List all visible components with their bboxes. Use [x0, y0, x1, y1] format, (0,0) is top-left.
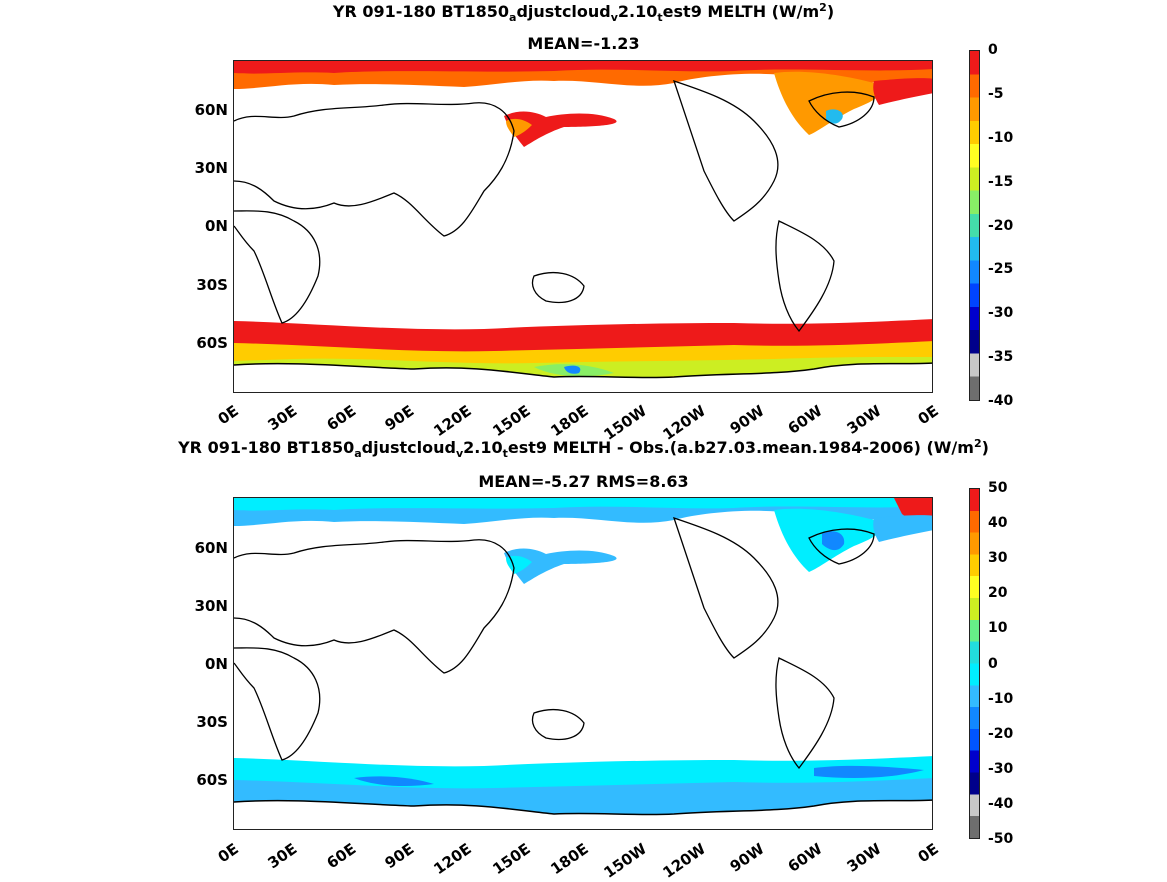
coastlines	[234, 516, 875, 770]
bottom-lat-label-30s: 30S	[196, 713, 228, 731]
colorbar-tick-label: 50	[988, 480, 1008, 496]
top-map	[234, 61, 932, 392]
weddell-sector-strong-bias	[814, 765, 924, 778]
bottom-lat-label-60s: 60S	[196, 771, 228, 789]
colorbar-tick-label: -10	[988, 690, 1014, 707]
north-america-coastline	[672, 516, 779, 659]
lon-label: 120W	[659, 839, 709, 882]
lon-label: 150E	[489, 401, 534, 441]
labrador-melt-region	[774, 71, 883, 135]
arctic-bias-outer	[234, 498, 932, 511]
lon-label: 30W	[843, 839, 885, 876]
colorbar-tick-label: -30	[988, 305, 1014, 322]
antarctica-landmass	[234, 800, 932, 829]
lon-label: 60E	[323, 401, 359, 435]
okhotsk-melt-inner	[506, 118, 532, 137]
bottom-lat-label-60n: 60N	[194, 539, 228, 557]
colorbar-tick-label: -25	[988, 261, 1014, 278]
africa-coastline	[234, 647, 321, 761]
lon-label: 90E	[381, 401, 418, 435]
australia-coastline	[531, 272, 585, 304]
colorbar-tick-label: 30	[988, 550, 1008, 567]
colorbar-tick-label: -20	[988, 217, 1014, 234]
top-lat-label-30s: 30S	[196, 276, 228, 294]
lon-label: 0E	[214, 839, 242, 867]
colorbar-tick-label: -10	[988, 129, 1014, 146]
greenland-sea-bias	[873, 515, 932, 542]
top-lat-label-0n: 0N	[205, 217, 228, 235]
lon-label: 90W	[726, 839, 768, 876]
top-title-line1: YR 091-180 BT1850adjustcloudv2.10test9 M…	[332, 1, 835, 24]
bottom-map	[234, 498, 932, 829]
labrador-strong-bias	[822, 531, 845, 551]
top-map-panel	[233, 60, 933, 393]
lon-label: 150E	[489, 839, 534, 879]
colorbar-tick-label: -35	[988, 349, 1014, 366]
top-lat-label-60s: 60S	[196, 334, 228, 352]
bottom-title-stats: MEAN=-5.27 RMS=8.63	[478, 472, 689, 491]
lon-label: 90E	[381, 839, 418, 873]
antarctica-coastline	[234, 799, 932, 816]
south-america-coastline	[775, 220, 835, 333]
lon-label: 180E	[547, 401, 592, 441]
colorbar-tick-label: -40	[988, 393, 1014, 409]
top-title-mean: MEAN=-1.23	[527, 34, 640, 53]
ross-sea-strong-melt	[564, 365, 581, 374]
lon-label: 30W	[843, 401, 885, 438]
eurasia-coastline	[234, 102, 515, 237]
lon-label: 0E	[914, 839, 942, 867]
bottom-title-line1: YR 091-180 BT1850adjustcloudv2.10test9 M…	[178, 437, 989, 460]
colorbar-tick-label: -50	[988, 831, 1014, 847]
colorbar-tick-label: 20	[988, 585, 1008, 602]
lon-label: 30E	[264, 401, 301, 435]
lon-label: 0E	[214, 401, 242, 429]
lon-label: 150W	[600, 839, 651, 882]
lon-label: 120E	[430, 401, 476, 441]
bottom-lat-label-0n: 0N	[205, 655, 228, 673]
colorbar-tick-label: -20	[988, 725, 1014, 742]
antarctica-coastline	[234, 362, 932, 379]
arctic-melt-core	[234, 61, 932, 74]
colorbar-tick-label: -15	[988, 173, 1014, 190]
lon-label: 90W	[726, 401, 768, 438]
greenland-sea-melt	[873, 78, 932, 105]
lon-label: 60W	[784, 401, 826, 438]
eurasia-coastline	[234, 539, 515, 674]
lon-label: 60E	[323, 839, 359, 873]
labrador-strong-melt	[826, 109, 843, 124]
bottom-map-panel	[233, 497, 933, 830]
top-colorbar	[969, 50, 980, 401]
lon-label: 0E	[914, 401, 942, 429]
okhotsk-bias-inner	[506, 555, 532, 574]
colorbar-tick-label: -5	[988, 85, 1004, 102]
australia-coastline	[531, 709, 585, 741]
africa-coastline	[234, 210, 321, 324]
antarctica-landmass	[234, 363, 932, 392]
okhotsk-melt-region	[504, 111, 617, 147]
bottom-lat-label-30n: 30N	[194, 597, 228, 615]
top-lat-label-30n: 30N	[194, 159, 228, 177]
indian-sector-strong-bias	[354, 776, 434, 786]
bottom-colorbar	[969, 488, 980, 839]
okhotsk-bias-region	[504, 548, 617, 584]
coastlines	[234, 79, 875, 333]
colorbar-tick-label: 0	[988, 42, 998, 58]
lon-label: 180E	[547, 839, 592, 879]
lon-label: 60W	[784, 839, 826, 876]
colorbar-tick-label: -30	[988, 760, 1014, 777]
lon-label: 120E	[430, 839, 476, 879]
south-america-coastline	[775, 657, 835, 770]
colorbar-tick-label: 10	[988, 620, 1008, 637]
colorbar-tick-label: -40	[988, 795, 1014, 812]
greenland-coastline	[808, 91, 875, 128]
colorbar-tick-label: 0	[988, 655, 998, 672]
greenland-coastline	[808, 528, 875, 565]
arctic-positive-bias	[894, 498, 932, 521]
lon-label: 30E	[264, 839, 301, 873]
top-lat-label-60n: 60N	[194, 101, 228, 119]
colorbar-tick-label: 40	[988, 515, 1008, 532]
north-america-coastline	[672, 79, 779, 222]
